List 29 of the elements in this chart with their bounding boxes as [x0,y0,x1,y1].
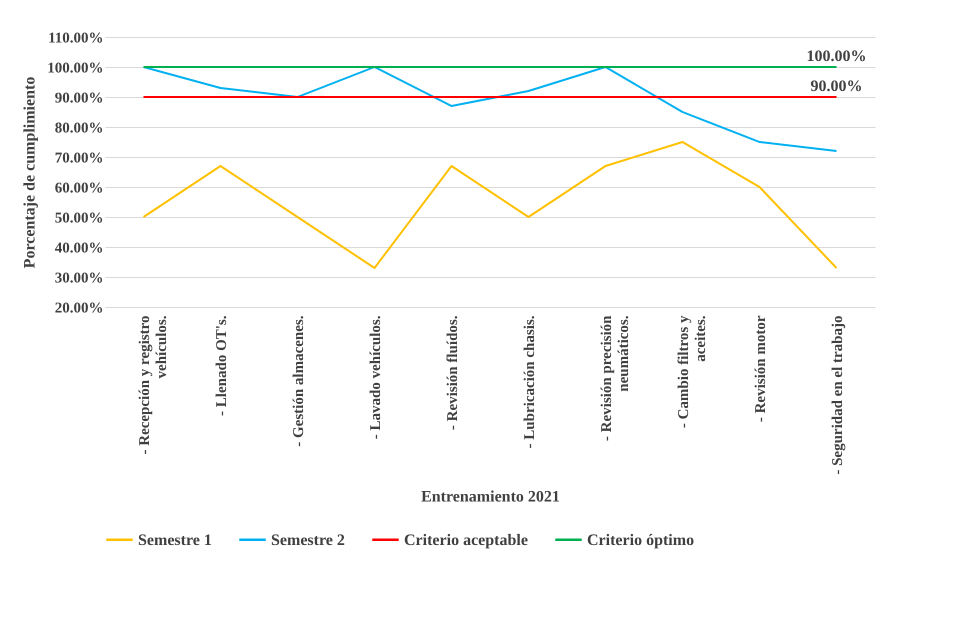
data-label: 90.00% [810,78,862,95]
y-tick-label: 30.00% [54,270,104,286]
y-axis-title: Porcentaje de cumplimiento [21,76,38,268]
legend-label: Semestre 1 [138,532,212,549]
legend-label: Criterio aceptable [404,532,528,549]
x-axis-title: Entrenamiento 2021 [421,488,560,506]
x-tick-label: - Seguridad en el trabajo [830,316,846,475]
x-tick-label: - Revisión fluídos. [445,315,461,430]
y-tick-label: 110.00% [48,30,104,46]
y-tick-label: 20.00% [54,300,104,316]
y-tick-label: 100.00% [47,60,104,76]
x-tick-label: - Lubricación chasis. [522,315,538,448]
y-tick-label: 70.00% [54,150,104,166]
legend-label: Criterio óptimo [587,532,694,549]
x-tick-label: - Cambio filtros y aceites. [676,315,709,428]
line-series [142,141,838,269]
legend-label: Semestre 2 [271,532,345,549]
x-tick-label: - Revisión motor [753,315,769,422]
data-label: 100.00% [806,48,866,65]
y-tick-label: 50.00% [54,210,104,226]
y-tick-label: 90.00% [54,90,104,106]
x-tick-label: - Llenado OT's. [214,315,230,416]
y-tick-label: 80.00% [54,120,104,136]
y-tick-label: 60.00% [54,180,104,196]
x-tick-label: - Lavado vehículos. [368,315,384,440]
y-tick-label: 40.00% [54,240,104,256]
x-tick-label: - Revisión precisión neumáticos. [599,314,632,442]
x-tick-label: - Gestión almacenes. [291,315,307,447]
x-tick-label: - Recepción y registro vehículos. [137,315,170,454]
